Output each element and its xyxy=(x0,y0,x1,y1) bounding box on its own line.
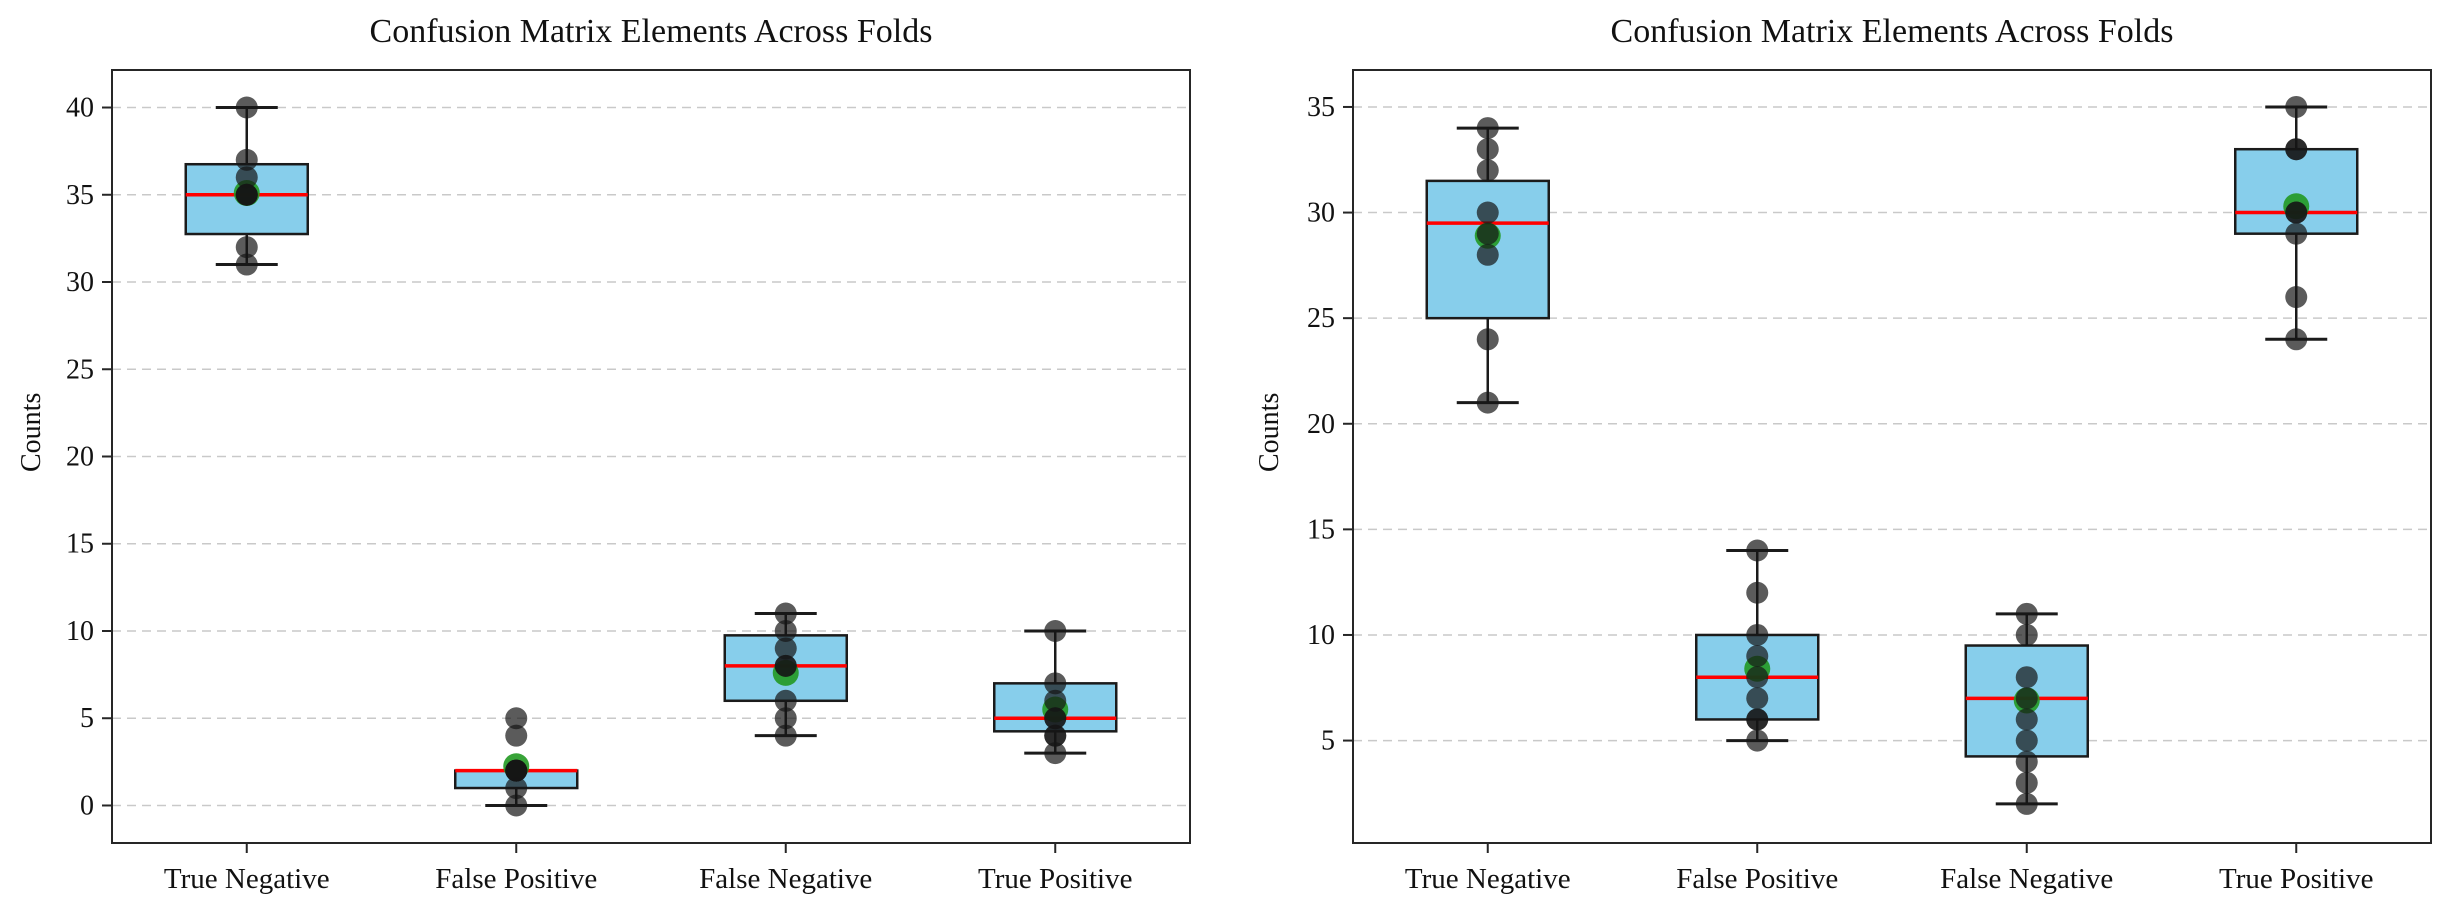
data-point-false-positive xyxy=(1746,645,1769,668)
data-point-true-positive xyxy=(2285,138,2308,161)
data-point-false-negative xyxy=(774,602,797,625)
data-point-true-negative xyxy=(235,96,258,119)
data-point-true-negative xyxy=(1476,243,1499,266)
data-point-true-positive xyxy=(1044,619,1067,642)
left-x-tick-label: False Negative xyxy=(699,863,872,895)
data-point-true-positive xyxy=(2285,201,2308,224)
right-y-tick-label: 30 xyxy=(1307,198,1335,229)
left-y-tick-label: 35 xyxy=(66,180,94,211)
left-x-tick-label: True Positive xyxy=(978,863,1132,895)
data-point-false-negative xyxy=(774,619,797,642)
left-chart-title: Confusion Matrix Elements Across Folds xyxy=(369,13,933,50)
data-point-false-positive xyxy=(505,794,528,817)
right-x-tick-label: False Negative xyxy=(1940,863,2113,895)
data-point-true-negative xyxy=(1476,201,1499,224)
left-axes-frame xyxy=(111,69,1191,844)
data-point-false-negative xyxy=(774,724,797,747)
data-point-false-positive xyxy=(505,707,528,730)
data-point-false-negative xyxy=(774,707,797,730)
data-point-false-negative xyxy=(2015,623,2038,646)
left-y-tick-label: 40 xyxy=(66,93,94,124)
data-point-false-positive xyxy=(1746,708,1769,731)
left-y-tick-label: 10 xyxy=(66,616,94,647)
data-point-false-positive xyxy=(1746,666,1769,689)
data-point-true-positive xyxy=(2285,222,2308,245)
data-point-false-negative xyxy=(774,689,797,712)
data-point-true-negative xyxy=(1476,138,1499,161)
data-point-false-negative xyxy=(2015,687,2038,710)
right-chart-title: Confusion Matrix Elements Across Folds xyxy=(1610,13,2174,50)
data-point-false-negative xyxy=(2015,792,2038,815)
left-x-tick-label: True Negative xyxy=(164,863,330,895)
right-y-tick-label: 20 xyxy=(1307,409,1335,440)
data-point-true-negative xyxy=(235,253,258,276)
left-y-tick-label: 0 xyxy=(80,790,94,821)
data-point-true-negative xyxy=(1476,391,1499,414)
data-point-true-negative xyxy=(235,236,258,259)
data-point-false-positive xyxy=(505,759,528,782)
data-point-false-positive xyxy=(505,724,528,747)
left-x-tick-label: False Positive xyxy=(435,863,597,895)
data-point-false-negative xyxy=(774,654,797,677)
data-point-false-negative xyxy=(2015,750,2038,773)
data-point-true-positive xyxy=(1044,724,1067,747)
data-point-false-positive xyxy=(1746,687,1769,710)
right-y-tick-label: 5 xyxy=(1321,726,1335,757)
right-x-tick-label: False Positive xyxy=(1676,863,1838,895)
data-point-true-negative xyxy=(1476,328,1499,351)
left-y-tick-label: 15 xyxy=(66,529,94,560)
data-point-true-positive xyxy=(2285,328,2308,351)
data-point-true-positive xyxy=(2285,286,2308,309)
data-point-false-positive xyxy=(1746,623,1769,646)
data-point-false-positive xyxy=(1746,729,1769,752)
box-true-positive xyxy=(2234,147,2359,235)
right-y-tick-label: 10 xyxy=(1307,620,1335,651)
data-point-true-negative xyxy=(1476,159,1499,182)
data-point-false-negative xyxy=(2015,708,2038,731)
data-point-false-positive xyxy=(1746,581,1769,604)
right-y-tick-label: 15 xyxy=(1307,514,1335,545)
data-point-false-positive xyxy=(505,777,528,800)
data-point-true-negative xyxy=(235,183,258,206)
right-y-tick-label: 25 xyxy=(1307,303,1335,334)
right-x-tick-label: True Negative xyxy=(1405,863,1571,895)
data-point-true-negative xyxy=(1476,117,1499,140)
left-y-tick-label: 30 xyxy=(66,267,94,298)
data-point-false-negative xyxy=(774,637,797,660)
left-y-tick-label: 5 xyxy=(80,703,94,734)
data-point-true-positive xyxy=(1044,672,1067,695)
data-point-false-negative xyxy=(2015,602,2038,625)
left-y-tick-label: 25 xyxy=(66,354,94,385)
data-point-true-negative xyxy=(235,148,258,171)
data-point-true-positive xyxy=(1044,742,1067,765)
data-point-false-negative xyxy=(2015,729,2038,752)
data-point-false-negative xyxy=(2015,666,2038,689)
data-point-false-negative xyxy=(2015,771,2038,794)
data-point-true-negative xyxy=(1476,222,1499,245)
data-point-false-positive xyxy=(1746,539,1769,562)
right-y-tick-label: 35 xyxy=(1307,92,1335,123)
data-point-true-positive xyxy=(1044,689,1067,712)
right-axes-frame xyxy=(1352,69,2432,844)
right-x-tick-label: True Positive xyxy=(2219,863,2373,895)
data-point-true-positive xyxy=(1044,707,1067,730)
data-point-true-negative xyxy=(235,166,258,189)
data-point-true-positive xyxy=(2285,95,2308,118)
left-y-tick-label: 20 xyxy=(66,442,94,473)
